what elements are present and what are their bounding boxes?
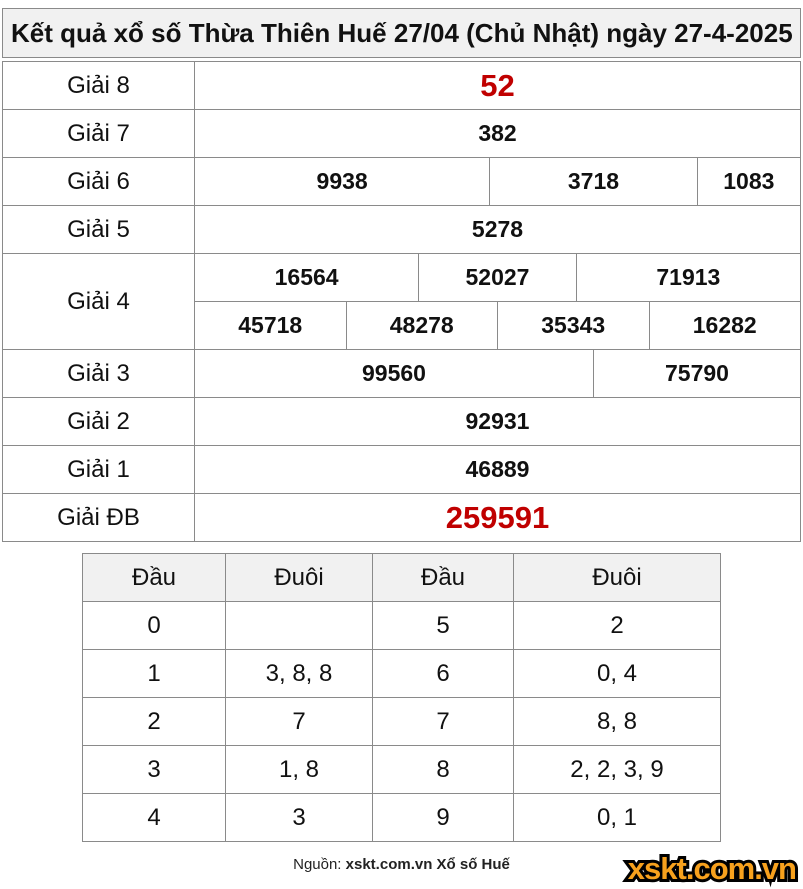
prize-value: 52027 [419,254,577,302]
head-cell: 4 [83,794,226,842]
prize-value: 46889 [195,446,801,494]
prize-label: Giải 3 [3,350,195,398]
column-header: Đầu [373,554,514,602]
prize-value: 75790 [594,350,801,398]
head-tail-row: 2 7 7 8, 8 [83,698,721,746]
prize-value: 3718 [490,158,698,206]
prize-value: 45718 [195,302,347,350]
head-tail-header-row: Đầu Đuôi Đầu Đuôi [83,554,721,602]
xskt-watermark-logo: xskt.com.vn [625,848,800,889]
prize-subrow: 16564 52027 71913 [195,254,801,302]
prize-value: 16282 [649,302,801,350]
prize-label: Giải 5 [3,206,195,254]
prize-value: 16564 [195,254,420,302]
column-header: Đầu [83,554,226,602]
prize-value: 99560 [195,350,594,398]
head-cell: 7 [373,698,514,746]
prize-value: 52 [195,62,801,110]
source-attribution: Nguồn: xskt.com.vn Xổ số Huế [0,856,803,873]
head-cell: 8 [373,746,514,794]
prize-value: 48278 [346,302,498,350]
head-tail-row: 0 5 2 [83,602,721,650]
source-name: xskt.com.vn Xổ số Huế [345,856,510,873]
column-header: Đuôi [514,554,721,602]
tail-cell: 0, 4 [514,650,721,698]
tail-cell: 2 [514,602,721,650]
prize-row-giai-6: Giải 6 9938 3718 1083 [3,158,801,206]
prize-row-giai-5: Giải 5 5278 [3,206,801,254]
prize-results-table: Giải 8 52 Giải 7 382 Giải 6 9938 3718 10… [2,61,801,542]
prize-label: Giải 8 [3,62,195,110]
head-cell: 2 [83,698,226,746]
prize-value: 35343 [498,302,650,350]
prize-value: 71913 [576,254,801,302]
tail-cell: 3, 8, 8 [226,650,373,698]
tail-cell: 2, 2, 3, 9 [514,746,721,794]
head-tail-row: 1 3, 8, 8 6 0, 4 [83,650,721,698]
head-cell: 0 [83,602,226,650]
tail-cell [226,602,373,650]
tail-cell: 8, 8 [514,698,721,746]
tail-cell: 1, 8 [226,746,373,794]
prize-row-giai-1: Giải 1 46889 [3,446,801,494]
prize-value: 1083 [697,158,801,206]
page-title: Kết quả xổ số Thừa Thiên Huế 27/04 (Chủ … [2,8,801,58]
prize-label: Giải 1 [3,446,195,494]
prize-row-giai-3: Giải 3 99560 75790 [3,350,801,398]
prize-row-giai-8: Giải 8 52 [3,62,801,110]
prize-value: 9938 [195,158,491,206]
head-cell: 6 [373,650,514,698]
head-cell: 9 [373,794,514,842]
head-tail-table: Đầu Đuôi Đầu Đuôi 0 5 2 1 3, 8, 8 6 0, 4… [82,553,721,842]
head-cell: 3 [83,746,226,794]
prize-value: 92931 [195,398,801,446]
head-tail-row: 4 3 9 0, 1 [83,794,721,842]
prize-label: Giải 6 [3,158,195,206]
prize-label: Giải 4 [3,254,195,350]
column-header: Đuôi [226,554,373,602]
prize-value-group: 16564 52027 71913 45718 48278 35343 1628… [195,254,801,350]
prize-subrow: 45718 48278 35343 16282 [195,302,801,350]
prize-label: Giải 2 [3,398,195,446]
prize-row-giai-2: Giải 2 92931 [3,398,801,446]
prize-value: 259591 [195,494,801,542]
prize-row-giai-4: Giải 4 16564 52027 71913 45718 48278 353… [3,254,801,350]
tail-cell: 0, 1 [514,794,721,842]
prize-label: Giải ĐB [3,494,195,542]
prize-label: Giải 7 [3,110,195,158]
source-prefix: Nguồn: [293,856,346,873]
prize-row-giai-db: Giải ĐB 259591 [3,494,801,542]
prize-value: 5278 [195,206,801,254]
prize-value: 382 [195,110,801,158]
prize-row-giai-7: Giải 7 382 [3,110,801,158]
head-cell: 1 [83,650,226,698]
tail-cell: 7 [226,698,373,746]
head-tail-row: 3 1, 8 8 2, 2, 3, 9 [83,746,721,794]
head-cell: 5 [373,602,514,650]
tail-cell: 3 [226,794,373,842]
